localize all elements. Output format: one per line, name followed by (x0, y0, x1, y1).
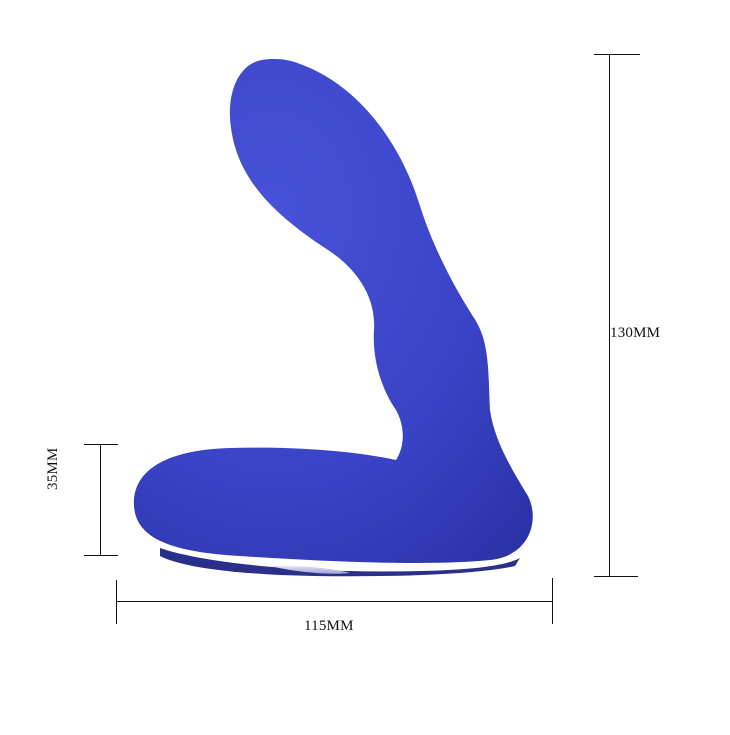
height-label: 130MM (610, 325, 661, 341)
depth-label: 35MM (45, 447, 61, 490)
depth-dimension (84, 444, 118, 556)
product-base-highlight (270, 565, 350, 574)
width-label: 115MM (304, 618, 354, 634)
product-body (133, 59, 533, 563)
width-dimension (116, 578, 553, 624)
product-illustration (133, 59, 533, 577)
product-button-ridge (230, 566, 262, 572)
height-dimension (594, 54, 640, 577)
